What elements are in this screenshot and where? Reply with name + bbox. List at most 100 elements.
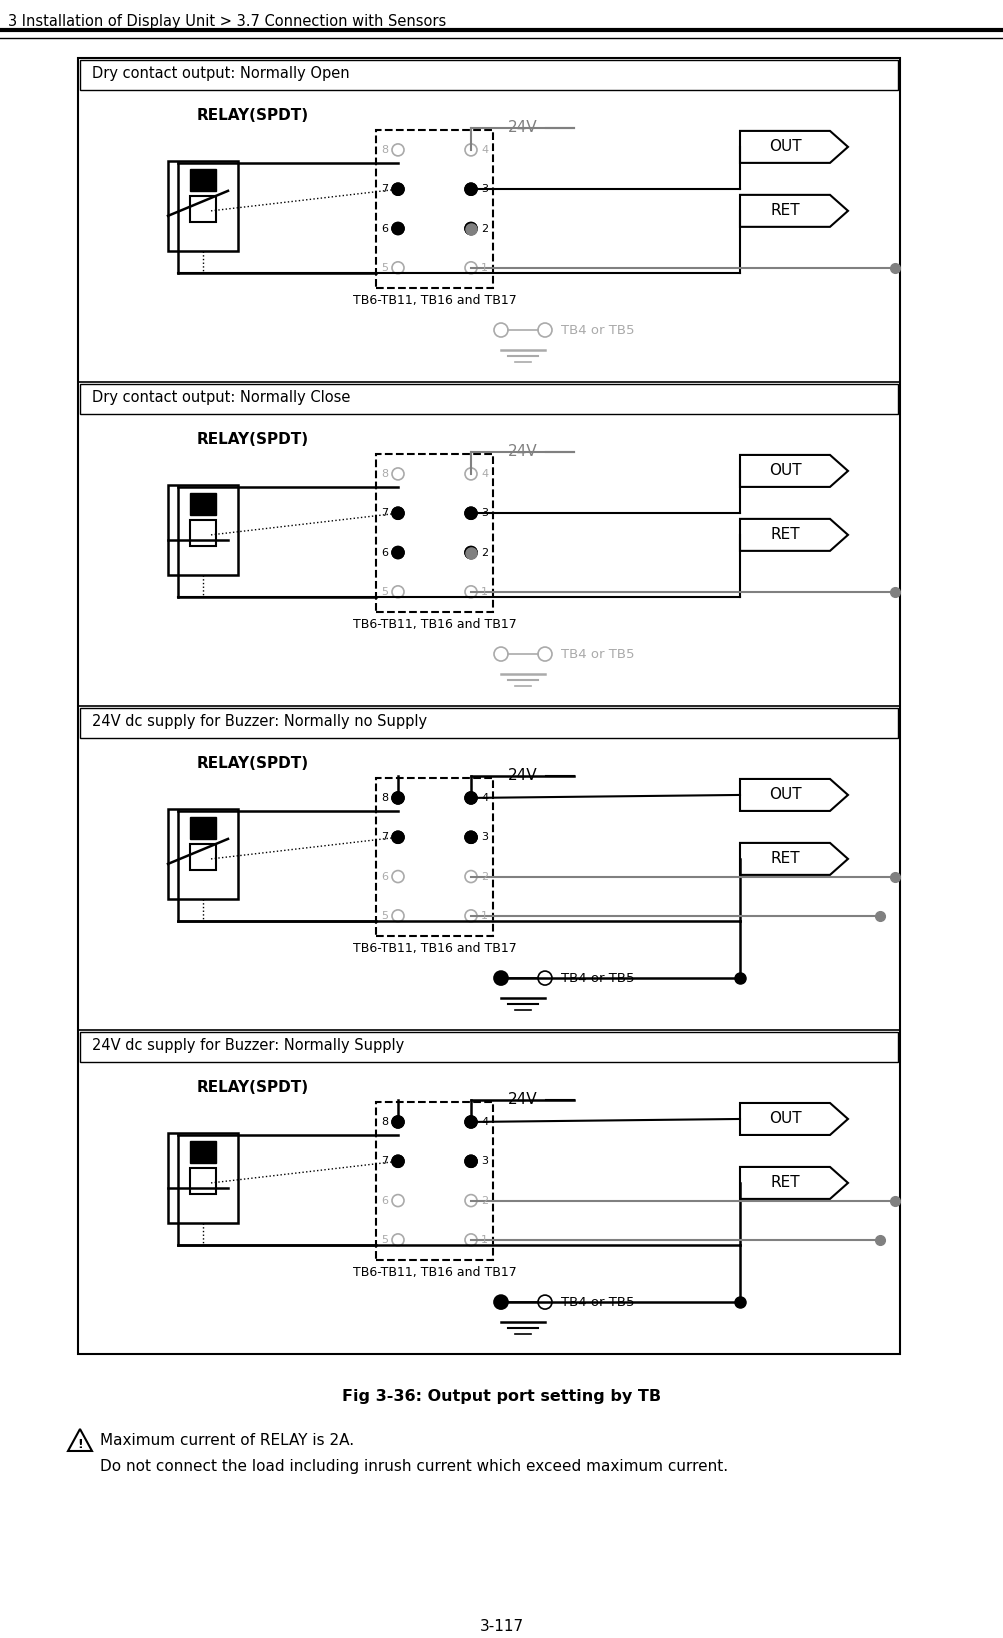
Circle shape xyxy=(391,547,403,559)
Bar xyxy=(376,454,492,613)
Text: 5: 5 xyxy=(380,1235,387,1245)
Text: 8: 8 xyxy=(380,793,387,803)
Circle shape xyxy=(391,183,403,195)
Circle shape xyxy=(464,183,476,195)
Circle shape xyxy=(464,508,476,519)
Text: 7: 7 xyxy=(380,508,387,518)
Text: RET: RET xyxy=(769,1176,799,1191)
Text: TB4 or TB5: TB4 or TB5 xyxy=(561,971,634,984)
Bar xyxy=(190,493,216,514)
Bar xyxy=(168,161,238,251)
Circle shape xyxy=(391,508,403,519)
Text: 8: 8 xyxy=(380,468,387,478)
Text: 3: 3 xyxy=(480,183,487,195)
Text: 5: 5 xyxy=(380,262,387,274)
Text: Do not connect the load including inrush current which exceed maximum current.: Do not connect the load including inrush… xyxy=(100,1459,727,1474)
Bar xyxy=(168,485,238,575)
Text: RET: RET xyxy=(769,203,799,218)
Text: 3 Installation of Display Unit > 3.7 Connection with Sensors: 3 Installation of Display Unit > 3.7 Con… xyxy=(8,15,445,29)
Text: Dry contact output: Normally Open: Dry contact output: Normally Open xyxy=(92,66,349,80)
Text: TB6-TB11, TB16 and TB17: TB6-TB11, TB16 and TB17 xyxy=(352,1266,516,1279)
Bar xyxy=(78,57,899,1355)
Text: TB6-TB11, TB16 and TB17: TB6-TB11, TB16 and TB17 xyxy=(352,942,516,955)
Text: 24V: 24V xyxy=(508,120,537,134)
Bar xyxy=(190,844,216,870)
Text: 1: 1 xyxy=(480,586,487,596)
Bar xyxy=(80,61,897,90)
Text: RELAY(SPDT): RELAY(SPDT) xyxy=(197,1079,309,1094)
Circle shape xyxy=(493,1296,508,1309)
Text: 5: 5 xyxy=(380,911,387,921)
Circle shape xyxy=(391,791,403,804)
Bar xyxy=(190,1168,216,1194)
Text: 24V dc supply for Buzzer: Normally no Supply: 24V dc supply for Buzzer: Normally no Su… xyxy=(92,714,426,729)
Circle shape xyxy=(464,1115,476,1129)
Text: 8: 8 xyxy=(380,144,387,156)
Text: 24V dc supply for Buzzer: Normally Supply: 24V dc supply for Buzzer: Normally Suppl… xyxy=(92,1038,404,1053)
Text: RELAY(SPDT): RELAY(SPDT) xyxy=(197,108,309,123)
Text: 3-117: 3-117 xyxy=(479,1618,524,1633)
Text: 24V: 24V xyxy=(508,1093,537,1107)
Text: 1: 1 xyxy=(480,1235,487,1245)
Text: 2: 2 xyxy=(480,871,487,881)
Text: RET: RET xyxy=(769,852,799,867)
Text: 1: 1 xyxy=(480,262,487,274)
Text: 4: 4 xyxy=(480,468,487,478)
Circle shape xyxy=(391,1155,403,1168)
Text: 3: 3 xyxy=(480,508,487,518)
Bar xyxy=(80,383,897,414)
Text: 1: 1 xyxy=(480,911,487,921)
Text: RELAY(SPDT): RELAY(SPDT) xyxy=(197,432,309,447)
Text: TB4 or TB5: TB4 or TB5 xyxy=(561,647,634,660)
Circle shape xyxy=(391,223,403,234)
Text: 4: 4 xyxy=(480,1117,487,1127)
Text: OUT: OUT xyxy=(768,464,800,478)
Bar xyxy=(190,169,216,192)
Text: 7: 7 xyxy=(380,1156,387,1166)
Bar xyxy=(168,809,238,899)
Text: 3: 3 xyxy=(480,832,487,842)
Bar xyxy=(190,817,216,839)
Text: 6: 6 xyxy=(380,223,387,234)
Text: OUT: OUT xyxy=(768,1112,800,1127)
Circle shape xyxy=(464,830,476,844)
Text: !: ! xyxy=(77,1438,83,1451)
Text: 24V: 24V xyxy=(508,768,537,783)
Text: OUT: OUT xyxy=(768,788,800,803)
Bar xyxy=(190,1142,216,1163)
Text: Dry contact output: Normally Close: Dry contact output: Normally Close xyxy=(92,390,350,405)
Bar xyxy=(190,519,216,545)
Bar xyxy=(190,197,216,221)
Text: TB4 or TB5: TB4 or TB5 xyxy=(561,1296,634,1309)
Circle shape xyxy=(464,1155,476,1168)
Bar xyxy=(376,129,492,288)
Bar xyxy=(168,1133,238,1224)
Text: Maximum current of RELAY is 2A.: Maximum current of RELAY is 2A. xyxy=(100,1433,354,1448)
Text: OUT: OUT xyxy=(768,139,800,154)
Bar xyxy=(376,778,492,935)
Bar xyxy=(80,708,897,739)
Text: 6: 6 xyxy=(380,547,387,557)
Circle shape xyxy=(464,223,476,234)
Text: TB6-TB11, TB16 and TB17: TB6-TB11, TB16 and TB17 xyxy=(352,293,516,306)
Text: 8: 8 xyxy=(380,1117,387,1127)
Text: 2: 2 xyxy=(480,223,487,234)
Text: 24V: 24V xyxy=(508,444,537,459)
Text: TB4 or TB5: TB4 or TB5 xyxy=(561,324,634,336)
Text: TB6-TB11, TB16 and TB17: TB6-TB11, TB16 and TB17 xyxy=(352,618,516,631)
Circle shape xyxy=(391,1115,403,1129)
Text: 4: 4 xyxy=(480,793,487,803)
Circle shape xyxy=(464,791,476,804)
Circle shape xyxy=(464,547,476,559)
Bar xyxy=(80,1032,897,1061)
Text: 6: 6 xyxy=(380,871,387,881)
Text: 4: 4 xyxy=(480,144,487,156)
Bar xyxy=(376,1102,492,1260)
Circle shape xyxy=(391,830,403,844)
Text: 3: 3 xyxy=(480,1156,487,1166)
Text: 7: 7 xyxy=(380,832,387,842)
Text: 6: 6 xyxy=(380,1196,387,1206)
Text: RET: RET xyxy=(769,527,799,542)
Text: 7: 7 xyxy=(380,183,387,195)
Text: RELAY(SPDT): RELAY(SPDT) xyxy=(197,757,309,771)
